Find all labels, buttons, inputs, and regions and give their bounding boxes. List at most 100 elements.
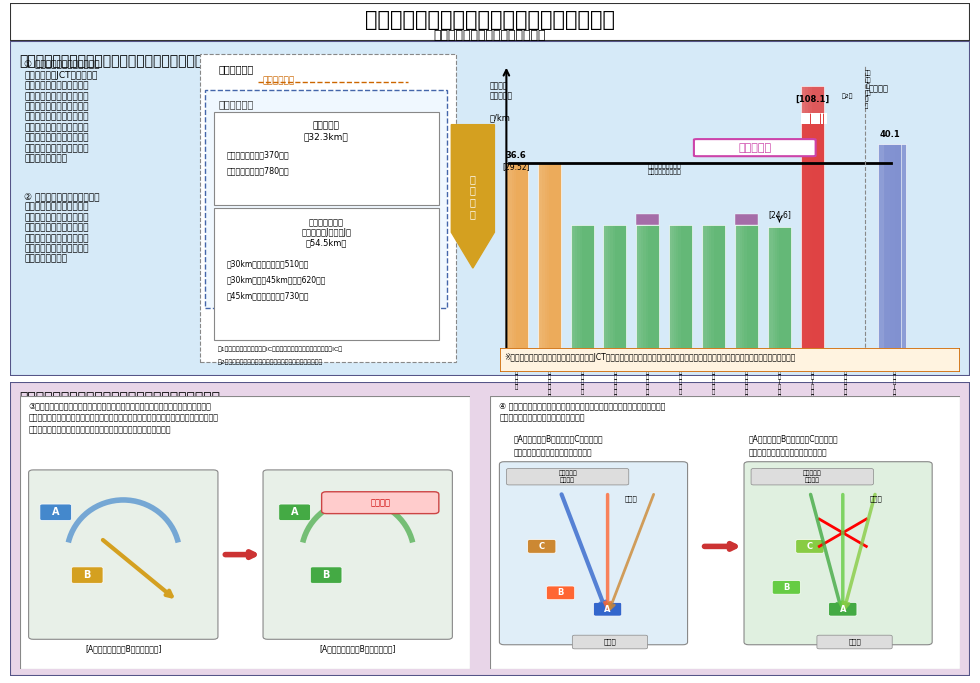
- FancyBboxPatch shape: [201, 54, 457, 363]
- Text: A: A: [52, 507, 60, 517]
- Bar: [893, 144, 895, 359]
- Text: （参考）: （参考）: [868, 85, 888, 94]
- Bar: [737, 225, 740, 359]
- Bar: [801, 113, 824, 359]
- Text: （高速自動車国道）
（大都市近郊区間）: （高速自動車国道） （大都市近郊区間）: [648, 163, 681, 176]
- Text: 状
名
古
屋
第
二
環: 状 名 古 屋 第 二 環: [548, 364, 551, 400]
- FancyBboxPatch shape: [10, 3, 970, 41]
- Text: 東
名
阪
自
動
車
道: 東 名 阪 自 動 車 道: [646, 364, 650, 400]
- Text: （豊
田東
J〜
四日
市J
）: （豊 田東 J〜 四日 市J ）: [865, 70, 871, 109]
- Bar: [507, 163, 510, 359]
- Bar: [806, 86, 808, 359]
- Text: 都心部: 都心部: [624, 495, 638, 501]
- Bar: [801, 86, 804, 359]
- Text: 注2）消費税及びターミナルチャージを除いた場合の料金水準: 注2）消費税及びターミナルチャージを除いた場合の料金水準: [218, 359, 323, 365]
- FancyBboxPatch shape: [10, 41, 970, 376]
- Bar: [510, 163, 512, 359]
- Bar: [702, 225, 725, 359]
- Text: （普通車
全線利用）: （普通車 全線利用）: [490, 81, 514, 100]
- FancyBboxPatch shape: [507, 469, 629, 485]
- Text: B: B: [322, 570, 330, 580]
- Bar: [890, 144, 893, 359]
- Text: 名古屋第二環状
（名古屋南J〜飛島J）
（54.5km）: 名古屋第二環状 （名古屋南J〜飛島J） （54.5km）: [301, 218, 351, 248]
- FancyBboxPatch shape: [40, 504, 72, 520]
- Text: （１）　料金体系の整理・統一とネットワーク整備: （１） 料金体系の整理・統一とネットワーク整備: [20, 55, 212, 68]
- Text: ④ 都心部への流入に関して、交通分散の観点から、経路によらず、起終点間
　の最短距離を基本に料金を決定する。: ④ 都心部への流入に関して、交通分散の観点から、経路によらず、起終点間 の最短距…: [500, 402, 665, 422]
- Text: ※東海環状自動車道の整備の加速化、一宮JCT付近及び東名三好付近における渋滞解消のためのネットワーク拡充に必要な財源確保を考慮: ※東海環状自動車道の整備の加速化、一宮JCT付近及び東名三好付近における渋滞解消…: [505, 353, 796, 362]
- FancyBboxPatch shape: [321, 492, 439, 514]
- Bar: [606, 225, 608, 359]
- Bar: [505, 163, 528, 359]
- Text: ＜尾北線内　　：370円＞: ＜尾北線内 ：370円＞: [227, 150, 289, 160]
- Bar: [512, 163, 514, 359]
- Text: 豊
田
東
J
〜
東
海
J: 豊 田 東 J 〜 東 海 J: [810, 364, 814, 404]
- Text: 40.1: 40.1: [879, 130, 900, 139]
- Bar: [611, 225, 612, 359]
- FancyBboxPatch shape: [572, 635, 648, 649]
- Bar: [885, 144, 888, 359]
- FancyBboxPatch shape: [500, 348, 960, 372]
- Text: 同一料金: 同一料金: [370, 498, 390, 507]
- Text: ＜30km未満：　　　　510円＞: ＜30km未満： 510円＞: [227, 260, 310, 268]
- Bar: [810, 113, 813, 124]
- Bar: [710, 225, 711, 359]
- Bar: [735, 214, 759, 225]
- FancyBboxPatch shape: [694, 139, 815, 156]
- FancyBboxPatch shape: [829, 602, 857, 616]
- FancyBboxPatch shape: [263, 470, 453, 639]
- Text: ＜名古屋線内　：780円＞: ＜名古屋線内 ：780円＞: [227, 167, 289, 176]
- Text: 豊田南: 豊田南: [604, 639, 616, 645]
- Bar: [646, 225, 648, 359]
- Bar: [702, 225, 705, 359]
- Bar: [814, 113, 817, 124]
- Text: 豊田南: 豊田南: [848, 639, 861, 645]
- Text: ② 名古屋高速については、都
心アクセス関連事業や名岐
道路の整備に必要な財源確
保にあたり、事業主体の責
任を明確にした上で税負担
も活用しつつ、現行の償還
: ② 名古屋高速については、都 心アクセス関連事業や名岐 道路の整備に必要な財源確…: [24, 193, 100, 264]
- Text: 名
古
屋
高
速: 名 古 屋 高 速: [514, 364, 517, 390]
- Bar: [636, 214, 660, 225]
- Text: ｛Aルートの　Bルートの　Cルートの｝: ｛Aルートの Bルートの Cルートの｝: [514, 434, 603, 443]
- Bar: [538, 163, 540, 359]
- Bar: [505, 163, 507, 359]
- Bar: [705, 225, 707, 359]
- FancyBboxPatch shape: [594, 602, 621, 616]
- Bar: [768, 227, 770, 359]
- Bar: [735, 225, 737, 359]
- Text: [24.6]: [24.6]: [768, 210, 791, 219]
- Text: B: B: [558, 588, 564, 598]
- Text: 東
海
北
陸
自
動
車
道: 東 海 北 陸 自 動 車 道: [613, 364, 616, 406]
- Bar: [540, 163, 542, 359]
- Bar: [808, 86, 810, 359]
- Bar: [669, 225, 692, 359]
- Bar: [817, 113, 820, 124]
- FancyBboxPatch shape: [796, 540, 824, 553]
- Bar: [777, 227, 779, 359]
- Text: ＜料金水準＞: ＜料金水準＞: [218, 64, 253, 74]
- FancyBboxPatch shape: [214, 208, 439, 340]
- Text: （名二環の開通に合わせて導入）: （名二環の開通に合わせて導入）: [434, 29, 546, 42]
- Bar: [604, 225, 626, 359]
- FancyArrow shape: [451, 124, 495, 268]
- FancyBboxPatch shape: [500, 462, 688, 645]
- Bar: [570, 225, 573, 359]
- FancyBboxPatch shape: [527, 540, 556, 553]
- Bar: [810, 86, 812, 359]
- Bar: [820, 113, 823, 124]
- Bar: [608, 225, 611, 359]
- Text: 名古屋高速
錦橋出口: 名古屋高速 錦橋出口: [803, 471, 821, 483]
- Bar: [740, 225, 742, 359]
- Text: （
飛
島
J
〜
四
日
市
J
）
伊
勢
湾
岸
自
動
車
道: （ 飛 島 J 〜 四 日 市 J ） 伊 勢 湾 岸 自 動 車 道: [778, 364, 781, 456]
- Text: 36.6: 36.6: [506, 152, 526, 161]
- Bar: [612, 225, 615, 359]
- Text: 中
央
自
動
車
道: 中 央 自 動 車 道: [679, 364, 682, 395]
- Bar: [883, 144, 885, 359]
- Bar: [514, 163, 516, 359]
- Text: 円/km: 円/km: [490, 113, 511, 122]
- Bar: [711, 225, 713, 359]
- Text: 【現行料金】: 【現行料金】: [218, 99, 253, 109]
- Text: 伊
勢
湾
岸
道
路
（
東
海
〜
飛
島
J
）: 伊 勢 湾 岸 道 路 （ 東 海 〜 飛 島 J ）: [844, 364, 847, 436]
- Bar: [542, 163, 545, 359]
- Text: 注2）: 注2）: [842, 94, 854, 99]
- Text: 料金　＜　料金　　＜　料金: 料金 ＜ 料金 ＜ 料金: [514, 448, 592, 457]
- Bar: [604, 225, 606, 359]
- Bar: [883, 144, 906, 359]
